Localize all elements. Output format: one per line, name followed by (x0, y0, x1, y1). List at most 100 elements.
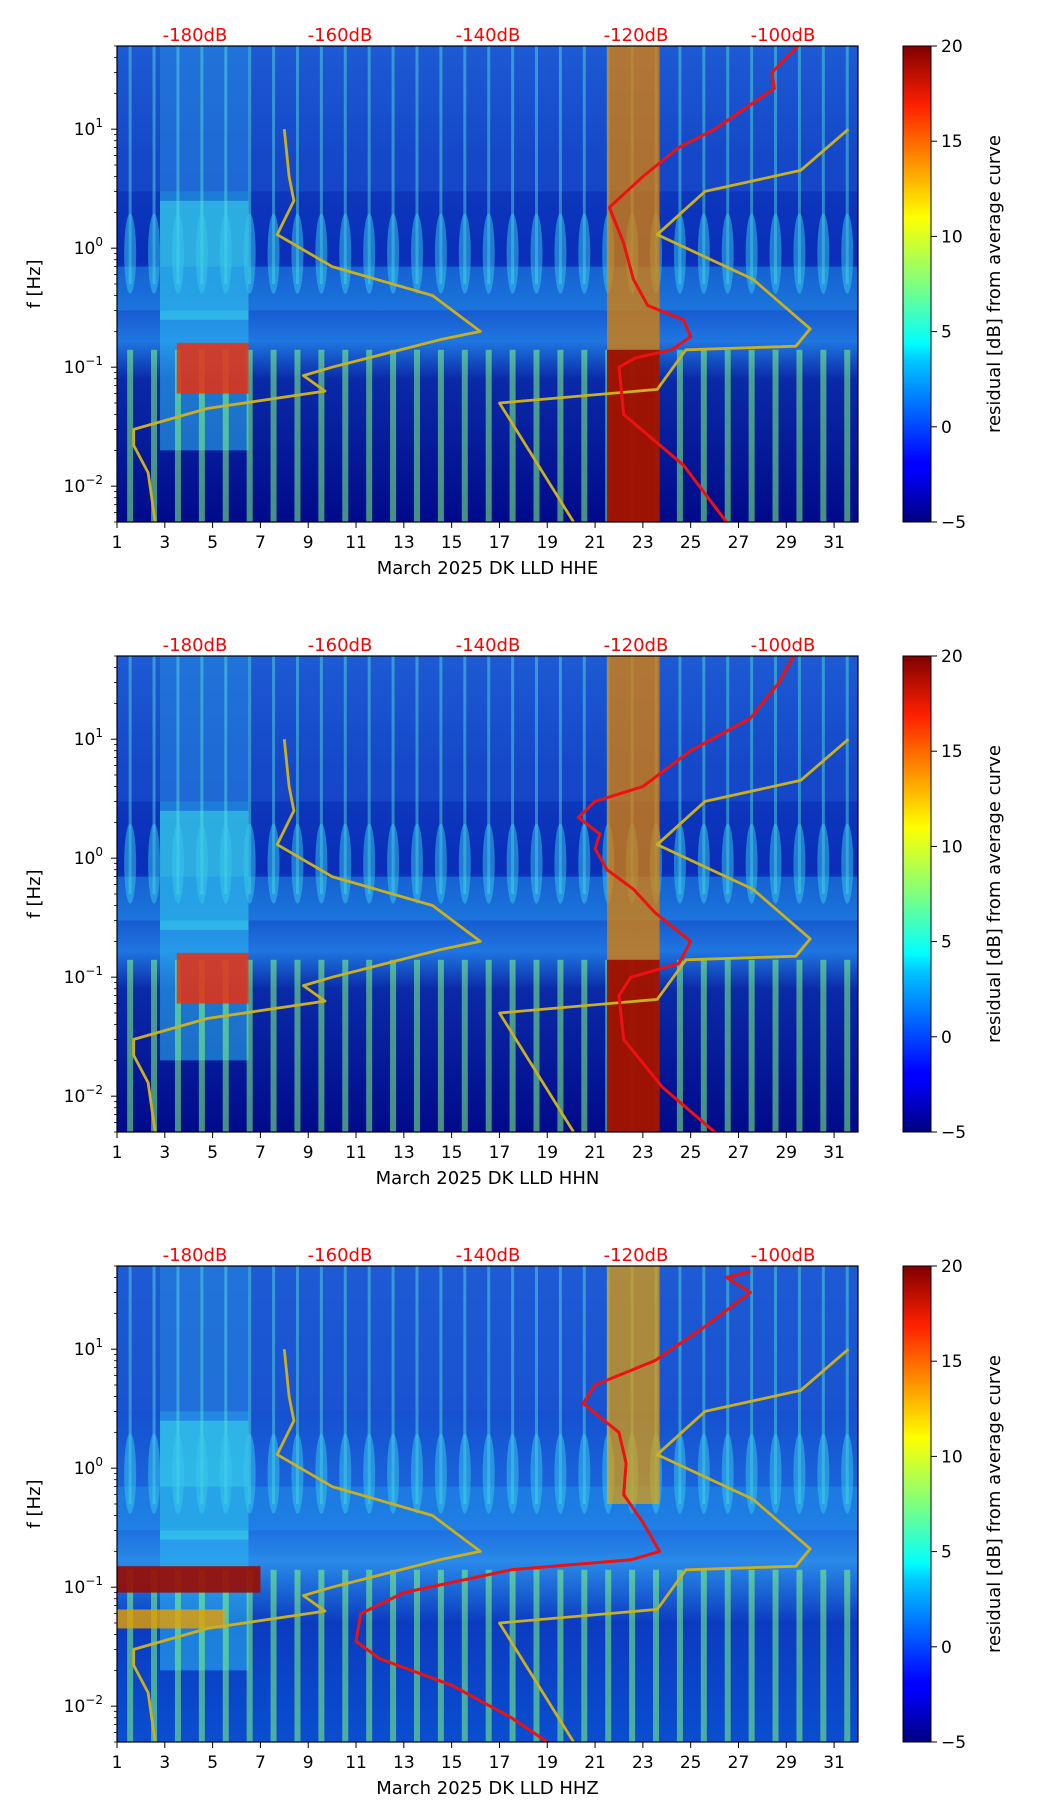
y-tick-label: 10−1 (64, 1574, 103, 1598)
daily-stripe-high (176, 46, 180, 284)
daily-stripe-low (509, 959, 516, 1132)
db-level-label: -180dB (163, 1245, 228, 1266)
daily-stripe-high (845, 46, 849, 284)
daily-blob (148, 1433, 161, 1514)
series-line-1 (498, 128, 850, 522)
daily-blob (745, 823, 758, 904)
daily-stripe-high (702, 656, 706, 894)
x-tick-label: 7 (255, 1753, 266, 1773)
x-tick-label: 29 (775, 533, 797, 553)
db-level-label: -140dB (456, 635, 521, 656)
x-tick-label: 31 (823, 1143, 845, 1163)
daily-stripe-high (415, 1266, 419, 1504)
daily-blob (745, 213, 758, 294)
daily-blob (817, 823, 830, 904)
x-tick-label: 27 (728, 1143, 750, 1163)
daily-stripe-low (844, 1569, 851, 1742)
daily-blob (458, 213, 471, 294)
daily-stripe-low (820, 349, 827, 522)
daily-stripe-low (390, 1569, 397, 1742)
daily-stripe-high (128, 46, 132, 284)
daily-blob (721, 823, 734, 904)
y-tick-label: 10−2 (64, 473, 103, 497)
daily-blob (219, 1433, 232, 1514)
daily-stripe-low (844, 349, 851, 522)
x-axis-label: March 2025 DK LLD HHN (376, 1168, 600, 1189)
x-tick-label: 9 (303, 1143, 314, 1163)
daily-stripe-high (272, 656, 276, 894)
x-tick-label: 21 (584, 533, 606, 553)
daily-stripe-high (343, 1266, 347, 1504)
x-tick-label: 1 (112, 1143, 123, 1163)
x-tick-label: 7 (255, 1143, 266, 1163)
x-tick-label: 29 (775, 1753, 797, 1773)
daily-stripe-high (367, 46, 371, 284)
daily-stripe-low (676, 1569, 683, 1742)
daily-stripe-low (557, 349, 564, 522)
daily-blob (410, 213, 423, 294)
daily-stripe-high (678, 1266, 682, 1504)
daily-blob (387, 213, 400, 294)
daily-stripe-high (487, 46, 491, 284)
daily-stripe-low (270, 349, 277, 522)
daily-stripe-high (319, 656, 323, 894)
x-tick-label: 3 (159, 1143, 170, 1163)
y-tick-label: 100 (74, 1455, 103, 1479)
daily-stripe-low (246, 1569, 253, 1742)
daily-stripe-low (605, 1569, 612, 1742)
daily-stripe-low (796, 1569, 803, 1742)
daily-stripe-low (748, 959, 755, 1132)
daily-stripe-high (367, 656, 371, 894)
x-tick-label: 17 (489, 533, 511, 553)
daily-blob (315, 823, 328, 904)
daily-stripe-high (343, 656, 347, 894)
series-line-0 (132, 739, 482, 1132)
daily-stripe-low (366, 349, 373, 522)
x-tick-label: 13 (393, 1143, 415, 1163)
x-axis-label: March 2025 DK LLD HHE (377, 558, 599, 579)
daily-blob (721, 1433, 734, 1514)
daily-stripe-low (796, 349, 803, 522)
daily-stripe-low (198, 959, 205, 1132)
daily-blob (841, 1433, 854, 1514)
colorbar-tick-label: 10 (941, 227, 963, 247)
daily-blob (434, 213, 447, 294)
storm-band-low (607, 959, 660, 1132)
daily-stripe-low (222, 1569, 229, 1742)
daily-blob (363, 213, 376, 294)
daily-stripe-low (485, 1569, 492, 1742)
daily-blob (339, 1433, 352, 1514)
daily-stripe-low (581, 959, 588, 1132)
x-tick-label: 19 (536, 1753, 558, 1773)
daily-blob (434, 823, 447, 904)
daily-blob (291, 1433, 304, 1514)
x-tick-label: 5 (207, 1753, 218, 1773)
x-tick-label: 29 (775, 1143, 797, 1163)
daily-stripe-high (511, 656, 515, 894)
daily-stripe-low (174, 959, 181, 1132)
daily-stripe-high (678, 656, 682, 894)
daily-blob (721, 213, 734, 294)
y-tick-label: 101 (74, 726, 103, 750)
series-line-0 (132, 129, 482, 522)
daily-stripe-low (533, 349, 540, 522)
daily-stripe-low (294, 959, 301, 1132)
db-level-label: -120dB (604, 1245, 669, 1266)
storm-band-low (607, 349, 660, 522)
daily-blob (482, 1433, 495, 1514)
daily-blob (387, 823, 400, 904)
daily-stripe-low (700, 1569, 707, 1742)
daily-blob (841, 823, 854, 904)
daily-stripe-high (726, 46, 730, 284)
daily-stripe-high (750, 1266, 754, 1504)
colorbar-tick-label: 5 (941, 1543, 952, 1563)
y-axis-label: f [Hz] (24, 259, 45, 308)
daily-blob (793, 213, 806, 294)
colorbar-tick-label: 5 (941, 323, 952, 343)
colorbar (903, 1266, 931, 1742)
x-tick-label: 23 (632, 1753, 654, 1773)
colorbar-tick-label: 15 (941, 742, 963, 762)
daily-blob (769, 213, 782, 294)
daily-blob (506, 823, 519, 904)
daily-stripe-low (366, 959, 373, 1132)
